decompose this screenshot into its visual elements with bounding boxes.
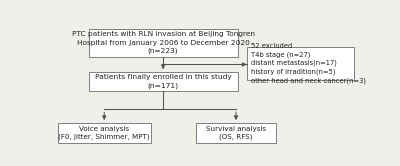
Text: PTC patients with RLN invasion at Beijing Tongren
Hospital from January 2006 to : PTC patients with RLN invasion at Beijin… bbox=[72, 31, 255, 54]
FancyBboxPatch shape bbox=[58, 123, 151, 143]
FancyBboxPatch shape bbox=[247, 47, 354, 80]
FancyBboxPatch shape bbox=[89, 72, 238, 90]
Text: Survival analysis
(OS, RFS): Survival analysis (OS, RFS) bbox=[206, 126, 266, 140]
Text: Voice analysis
(F0, Jitter, Shimmer, MPT): Voice analysis (F0, Jitter, Shimmer, MPT… bbox=[58, 126, 150, 140]
FancyBboxPatch shape bbox=[196, 123, 276, 143]
Text: Patients finally enrolled in this study
(n=171): Patients finally enrolled in this study … bbox=[95, 74, 232, 89]
FancyBboxPatch shape bbox=[89, 29, 238, 57]
Text: 52 excluded
T4b stage (n=27)
distant metastasis(n=17)
history of irradition(n=5): 52 excluded T4b stage (n=27) distant met… bbox=[250, 43, 366, 84]
